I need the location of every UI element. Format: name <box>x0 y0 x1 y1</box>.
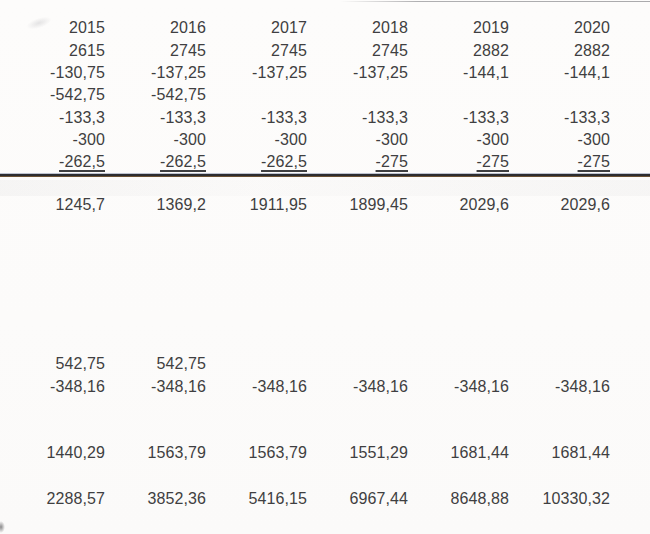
value-cell: 542,75 <box>4 354 105 373</box>
value-cell: 3852,36 <box>105 489 206 508</box>
table-row: -130,75-137,25-137,25-137,25-144,1-144,1 <box>4 63 610 82</box>
value-cell: -133,3 <box>206 108 307 127</box>
value-cell: -144,1 <box>509 63 610 82</box>
value-cell: -262,5 <box>206 152 307 171</box>
value-cell: 2745 <box>105 41 206 60</box>
value-cell: -348,16 <box>206 377 307 396</box>
value-cell: 1911,95 <box>206 195 307 214</box>
value-cell: 1681,44 <box>408 443 509 462</box>
table-row: 542,75542,75 <box>4 354 610 373</box>
value-cell: -348,16 <box>105 377 206 396</box>
value-cell: -275 <box>307 152 408 171</box>
value-cell <box>206 85 307 104</box>
table-row: -542,75-542,75 <box>4 85 610 104</box>
year-header-cell: 2019 <box>408 18 509 37</box>
sum-separator-line <box>0 174 650 177</box>
table-row: 261527452745274528822882 <box>4 41 610 60</box>
value-cell <box>408 354 509 373</box>
value-cell <box>408 85 509 104</box>
table-row: -300-300-300-300-300-300 <box>4 130 610 149</box>
value-cell: 1899,45 <box>307 195 408 214</box>
value-cell: -137,25 <box>307 63 408 82</box>
value-cell: -144,1 <box>408 63 509 82</box>
year-header-cell: 2017 <box>206 18 307 37</box>
scan-corner-mark <box>0 521 5 533</box>
scan-artifact-top-line <box>340 1 650 2</box>
result-row: 1440,291563,791563,791551,291681,441681,… <box>4 443 610 462</box>
year-header-cell: 2015 <box>4 18 105 37</box>
value-cell: -300 <box>105 130 206 149</box>
value-cell: 2029,6 <box>509 195 610 214</box>
value-cell <box>307 354 408 373</box>
value-cell: 2288,57 <box>4 489 105 508</box>
value-cell: -348,16 <box>4 377 105 396</box>
table-row: -133,3-133,3-133,3-133,3-133,3-133,3 <box>4 108 610 127</box>
value-cell: -133,3 <box>408 108 509 127</box>
value-cell <box>509 85 610 104</box>
value-cell: -275 <box>408 152 509 171</box>
value-cell: -300 <box>4 130 105 149</box>
table-row: -348,16-348,16-348,16-348,16-348,16-348,… <box>4 377 610 396</box>
value-cell: -348,16 <box>307 377 408 396</box>
value-cell: 1551,29 <box>307 443 408 462</box>
value-cell: -137,25 <box>105 63 206 82</box>
value-cell: -262,5 <box>105 152 206 171</box>
value-cell: -300 <box>408 130 509 149</box>
value-cell: -133,3 <box>105 108 206 127</box>
value-cell: -348,16 <box>509 377 610 396</box>
value-cell: 2615 <box>4 41 105 60</box>
value-cell: -542,75 <box>105 85 206 104</box>
value-cell: -130,75 <box>4 63 105 82</box>
value-cell: -300 <box>206 130 307 149</box>
value-cell: 2745 <box>307 41 408 60</box>
spreadsheet-scan: 201520162017201820192020 261527452745274… <box>0 0 650 534</box>
result-row: 1245,71369,21911,951899,452029,62029,6 <box>4 195 610 214</box>
value-cell: 2745 <box>206 41 307 60</box>
scan-streak <box>0 180 650 196</box>
value-cell: 1681,44 <box>509 443 610 462</box>
value-cell: 5416,15 <box>206 489 307 508</box>
year-header-cell: 2016 <box>105 18 206 37</box>
value-cell: 8648,88 <box>408 489 509 508</box>
value-cell: -133,3 <box>307 108 408 127</box>
value-cell <box>206 354 307 373</box>
year-header-cell: 2018 <box>307 18 408 37</box>
value-cell: -275 <box>509 152 610 171</box>
value-cell: 1563,79 <box>206 443 307 462</box>
value-cell: 6967,44 <box>307 489 408 508</box>
subtotal-row: -262,5-262,5-262,5-275-275-275 <box>4 152 610 171</box>
value-cell: 2882 <box>509 41 610 60</box>
cumulative-row: 2288,573852,365416,156967,448648,8810330… <box>4 489 610 508</box>
value-cell: -300 <box>509 130 610 149</box>
year-header-row: 201520162017201820192020 <box>4 18 610 37</box>
value-cell: -262,5 <box>4 152 105 171</box>
value-cell: 10330,32 <box>509 489 610 508</box>
value-cell <box>509 354 610 373</box>
value-cell: 1563,79 <box>105 443 206 462</box>
value-cell: 2029,6 <box>408 195 509 214</box>
year-header-cell: 2020 <box>509 18 610 37</box>
value-cell: 1245,7 <box>4 195 105 214</box>
value-cell: 1440,29 <box>4 443 105 462</box>
value-cell <box>307 85 408 104</box>
value-cell: 2882 <box>408 41 509 60</box>
value-cell: 542,75 <box>105 354 206 373</box>
value-cell: -137,25 <box>206 63 307 82</box>
value-cell: -300 <box>307 130 408 149</box>
value-cell: -133,3 <box>509 108 610 127</box>
value-cell: 1369,2 <box>105 195 206 214</box>
value-cell: -542,75 <box>4 85 105 104</box>
value-cell: -348,16 <box>408 377 509 396</box>
value-cell: -133,3 <box>4 108 105 127</box>
